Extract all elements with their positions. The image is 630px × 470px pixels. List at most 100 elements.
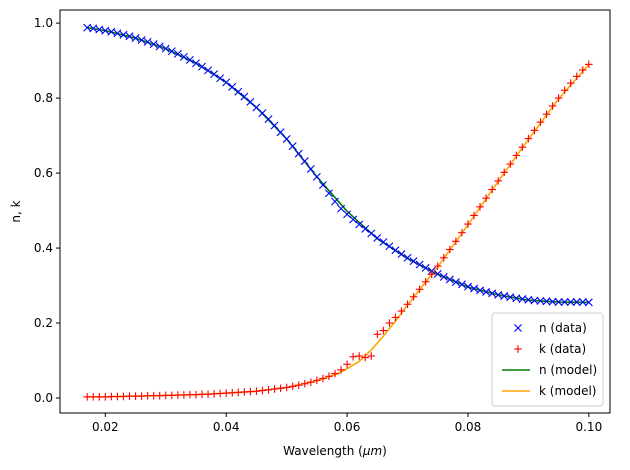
series-n-model [87, 26, 589, 304]
data-point-x [210, 70, 219, 79]
data-point-x [584, 298, 593, 307]
data-point-plus [379, 326, 388, 335]
legend-marker-swatch [514, 345, 522, 353]
data-point-plus [433, 262, 442, 270]
data-point-plus [252, 387, 261, 396]
data-point-plus [518, 143, 527, 152]
y-axis: 0.0 0.2 0.4 0.6 0.8 1.0 [34, 16, 60, 405]
x-tick-label: 0.06 [334, 420, 361, 434]
axes-frame [59, 9, 611, 414]
data-point-plus [585, 60, 593, 69]
data-point-x [379, 238, 388, 247]
data-point-plus [385, 319, 394, 327]
data-point-plus [373, 330, 382, 339]
data-point-plus [536, 118, 545, 126]
data-point-x [119, 30, 128, 39]
data-point-x [288, 142, 297, 151]
data-point-x [264, 115, 273, 124]
data-point-plus [270, 385, 279, 393]
series-k-data [83, 60, 593, 401]
data-point-plus [427, 270, 436, 279]
data-point-x [361, 224, 370, 233]
legend-item: k (data) [514, 342, 586, 356]
data-point-x [155, 42, 164, 51]
data-point-x [548, 297, 557, 306]
data-point-plus [300, 379, 309, 388]
y-tick-label: 0.4 [34, 241, 53, 255]
legend-label: k (data) [539, 342, 586, 356]
series-line [87, 26, 589, 304]
data-point-plus [458, 228, 466, 237]
data-point-plus [494, 177, 502, 185]
data-point-x [204, 66, 213, 75]
data-point-plus [579, 66, 587, 74]
data-point-plus [288, 382, 297, 391]
data-point-plus [276, 384, 285, 393]
data-point-plus [512, 151, 521, 160]
data-point-plus [470, 211, 478, 220]
data-point-x [198, 62, 207, 71]
data-point-plus [560, 86, 569, 95]
x-axis-label-unit: μm [362, 444, 382, 458]
data-point-x [409, 257, 418, 266]
legend-label: n (model) [539, 363, 597, 377]
data-point-x [270, 121, 279, 130]
data-point-x [240, 92, 249, 101]
data-point-plus [421, 277, 430, 286]
data-point-plus [476, 203, 484, 211]
data-point-x [572, 298, 581, 307]
data-point-x [125, 32, 134, 41]
data-point-x [470, 284, 478, 293]
data-point-x [258, 109, 267, 118]
data-point-plus [439, 253, 448, 262]
data-point-plus [258, 386, 267, 395]
data-point-x [173, 49, 182, 58]
data-point-x [476, 286, 485, 295]
legend-item: n (model) [502, 363, 597, 377]
data-point-plus [415, 285, 424, 294]
y-tick-label: 0.6 [34, 166, 53, 180]
x-axis-label-pre: Wavelength ( [283, 444, 363, 458]
data-point-plus [307, 378, 315, 387]
data-point-x [349, 215, 358, 224]
data-point-x [554, 298, 563, 307]
data-point-x [300, 157, 309, 166]
data-point-x [113, 29, 122, 38]
data-point-x [137, 36, 146, 44]
data-point-plus [554, 94, 563, 102]
data-point-plus [391, 313, 400, 322]
data-point-plus [530, 126, 539, 135]
data-point-plus [452, 237, 460, 246]
data-point-x [536, 296, 545, 305]
x-axis-label: Wavelength (μm) [283, 444, 387, 458]
legend: n (data) k (data) n (model) k (model) [491, 312, 604, 407]
data-point-x [167, 47, 176, 56]
data-point-x [445, 275, 454, 284]
data-point-plus [488, 185, 496, 194]
data-point-plus [500, 168, 509, 177]
data-point-plus [319, 374, 327, 383]
data-point-x [216, 74, 225, 83]
data-point-plus [506, 160, 515, 168]
data-point-x [234, 87, 243, 96]
data-point-plus [367, 352, 376, 360]
data-point-plus [331, 369, 339, 378]
y-tick-label: 1.0 [34, 16, 53, 30]
x-axis: 0.02 0.04 0.06 0.08 0.10 [92, 413, 602, 434]
legend-label: k (model) [539, 384, 597, 398]
data-point-x [457, 280, 466, 289]
data-point-x [530, 296, 539, 305]
legend-item: k (model) [502, 384, 597, 398]
data-point-x [451, 278, 460, 287]
data-point-x [367, 229, 376, 238]
x-axis-label-post: ) [382, 444, 387, 458]
data-point-x [403, 253, 412, 262]
data-point-x [192, 59, 200, 68]
data-point-plus [524, 134, 533, 143]
data-point-x [385, 242, 394, 251]
data-point-plus [337, 366, 345, 374]
data-point-x [276, 128, 285, 137]
data-point-plus [325, 372, 333, 381]
x-tick-label: 0.08 [455, 420, 482, 434]
